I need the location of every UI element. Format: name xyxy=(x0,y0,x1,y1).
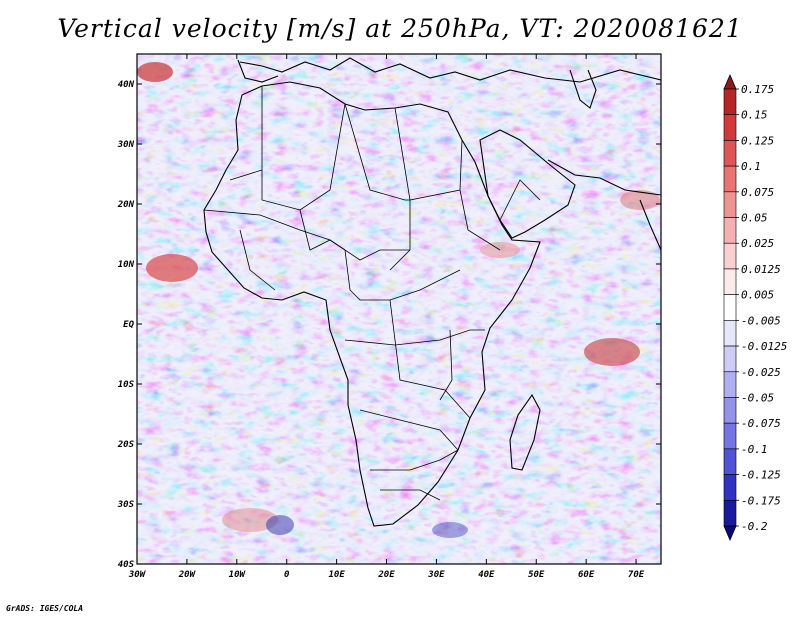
india-coastline xyxy=(639,199,661,251)
lon-tick-label: 20W xyxy=(178,570,197,580)
europe-coastline xyxy=(239,57,661,83)
lat-tick-label: 10S xyxy=(118,380,135,390)
colorbar-segment xyxy=(723,165,737,193)
lat-tick-label: 20S xyxy=(117,440,135,450)
caspian-coastline xyxy=(569,69,597,109)
lat-tick-label: 30N xyxy=(117,140,135,150)
colorbar-segment xyxy=(723,320,737,347)
africa-coastline xyxy=(203,81,541,527)
lon-tick-label: 30W xyxy=(128,570,147,580)
colorbar-segment xyxy=(723,268,737,295)
lon-tick-label: 50E xyxy=(528,570,545,580)
lon-tick-label: 70E xyxy=(628,570,645,580)
lat-tick-label: 40N xyxy=(118,80,135,90)
plot-frame xyxy=(136,53,662,565)
lon-tick-label: 60E xyxy=(578,570,595,580)
colorbar-label: 0.075 xyxy=(741,186,774,199)
colorbar-label: -0.025 xyxy=(741,366,781,379)
colorbar-label: 0.025 xyxy=(741,237,774,250)
colorbar-segment xyxy=(723,294,737,321)
colorbar-segment xyxy=(723,191,737,218)
colorbar-label: 0.005 xyxy=(741,289,774,302)
lat-tick-label: 20N xyxy=(117,200,135,210)
colorbar-segment xyxy=(723,242,737,270)
lon-tick-label: 20E xyxy=(377,570,395,580)
colorbar-label: 0.0125 xyxy=(741,263,781,276)
longitude-axis: 30W 20W 10W 0 10E 20E 30E 40E 50E 60E 70E xyxy=(128,54,645,580)
colorbar-segment xyxy=(723,499,737,527)
colorbar-label: -0.1 xyxy=(741,443,768,456)
lat-tick-label: EQ xyxy=(123,320,134,330)
colorbar-label: -0.0125 xyxy=(741,340,787,353)
colorbar-label: -0.2 xyxy=(741,520,768,533)
colorbar-arrow-bottom xyxy=(723,525,737,542)
lat-tick-label: 10N xyxy=(118,260,135,270)
lon-tick-label: 10W xyxy=(229,570,247,580)
vertical-velocity-field xyxy=(137,54,661,564)
colorbar-segment xyxy=(723,140,737,167)
madagascar-coastline xyxy=(509,393,541,471)
lat-tick-label: 40S xyxy=(118,560,135,570)
colorbar-label: 0.1 xyxy=(741,160,761,173)
colorbar-segment xyxy=(723,345,737,373)
colorbar-segment xyxy=(723,88,737,116)
colorbar-label: 0.05 xyxy=(741,212,768,225)
lon-tick-label: 40E xyxy=(478,570,495,580)
map-title: Vertical velocity [m/s] at 250hPa, VT: 2… xyxy=(57,14,743,43)
grads-credit: GrADS: IGES/COLA xyxy=(6,604,84,613)
colorbar: 0.175 0.15 0.125 0.1 0.075 0.05 0.025 0.0125 0.0… xyxy=(723,73,787,542)
persian-gulf-coastline xyxy=(547,159,661,196)
colorbar-arrow-top xyxy=(723,73,737,90)
colorbar-segment xyxy=(723,114,737,141)
colorbar-label: -0.175 xyxy=(741,494,781,507)
colorbar-segment xyxy=(723,371,737,398)
colorbar-label: 0.125 xyxy=(741,134,774,147)
lon-tick-label: 30E xyxy=(427,570,445,580)
iberia-coastline xyxy=(237,59,279,83)
country-borders xyxy=(203,86,541,501)
arabia-coastline xyxy=(479,129,576,239)
colorbar-label: -0.005 xyxy=(741,314,781,327)
colorbar-segment xyxy=(723,422,737,450)
coastlines xyxy=(203,57,661,527)
colorbar-segment xyxy=(723,474,737,501)
colorbar-segment xyxy=(723,448,737,475)
colorbar-label: 0.175 xyxy=(741,83,774,96)
colorbar-label: 0.15 xyxy=(741,109,768,122)
lon-tick-label: 10E xyxy=(328,570,345,580)
colorbar-label: -0.125 xyxy=(741,469,781,482)
lon-tick-label: 0 xyxy=(284,570,290,580)
latitude-axis: 40N 30N 20N 10N EQ 10S 20S 30S 40S xyxy=(117,80,661,570)
colorbar-label: -0.05 xyxy=(741,391,774,404)
colorbar-label: -0.075 xyxy=(741,417,781,430)
lat-tick-label: 30S xyxy=(117,500,135,510)
colorbar-segment xyxy=(723,397,737,424)
colorbar-segment xyxy=(723,217,737,244)
